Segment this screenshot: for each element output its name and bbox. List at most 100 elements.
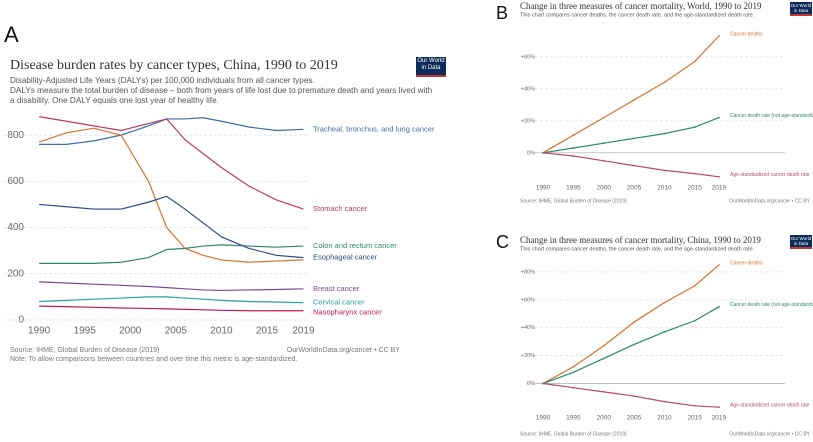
x-tick-label: 1990: [536, 415, 551, 422]
y-tick-label: +60%: [521, 297, 535, 303]
point: [718, 264, 720, 266]
point: [572, 386, 575, 389]
point: [633, 343, 635, 346]
point: [718, 406, 720, 409]
series-label: Age-standardized cancer death rate: [730, 403, 810, 409]
point: [633, 395, 635, 397]
x-tick-label: 1990: [28, 326, 51, 337]
series-label: Esophageal cancer: [313, 253, 378, 262]
series-label: Cervical cancer: [313, 298, 365, 307]
logo-text: Our World in Data: [790, 2, 812, 16]
chart-subtitle: Disability-Adjusted Life Years (DALYs) p…: [10, 76, 315, 85]
y-tick-label: +20%: [521, 353, 535, 359]
chart-subtitle: DALYs measure the total burden of diseas…: [10, 86, 433, 95]
point: [693, 404, 696, 407]
url: OurWorldInData.org/cancer • CC BY: [729, 198, 811, 204]
x-tick-label: 2010: [657, 415, 672, 422]
x-tick-label: 2000: [596, 415, 611, 422]
series-line: [39, 296, 304, 304]
point: [633, 137, 635, 140]
point: [602, 116, 605, 119]
x-tick-label: 2010: [657, 185, 672, 192]
series-line: [39, 244, 304, 264]
point: [718, 116, 720, 119]
point: [693, 319, 696, 322]
point: [693, 284, 696, 287]
point: [572, 147, 575, 149]
point: [718, 305, 720, 308]
chart-subtitle: This chart compares cancer deaths, the c…: [520, 247, 755, 253]
logo: Our World in Data: [790, 235, 812, 249]
y-tick-label: +80%: [521, 269, 535, 275]
series-label: Cancer deaths: [730, 31, 763, 37]
point: [572, 365, 575, 368]
series-label: Tracheal, bronchus, and lung cancer: [313, 124, 435, 133]
point: [602, 344, 605, 347]
logo: Our World in Data: [416, 57, 446, 77]
point: [663, 331, 666, 333]
point: [602, 142, 605, 145]
point: [633, 99, 635, 101]
x-tick-label: 1995: [566, 415, 581, 422]
logo: Our World in Data: [790, 2, 812, 16]
x-tick-label: 2000: [596, 185, 611, 192]
series-line: [39, 195, 304, 259]
y-tick-label: +60%: [521, 54, 535, 60]
series-line: [542, 306, 720, 385]
series-line: [543, 152, 720, 178]
y-tick-label: 0%: [527, 150, 535, 156]
y-tick-label: +40%: [521, 86, 535, 92]
chart-subtitle: a disability. One DALY equals one lost y…: [10, 96, 219, 105]
note: Note: To allow comparisons between count…: [10, 356, 297, 363]
y-tick-label: +20%: [521, 118, 535, 124]
series-label: Stomach cancer: [313, 204, 368, 213]
point: [663, 400, 666, 403]
panel-letter: C: [496, 232, 509, 252]
point: [718, 35, 720, 37]
x-tick-label: 2019: [712, 185, 727, 192]
chart-subtitle: This chart compares cancer deaths, the c…: [520, 13, 755, 19]
point: [663, 169, 666, 172]
panel-letter: B: [496, 3, 508, 23]
x-tick-label: 2015: [687, 185, 702, 192]
x-tick-label: 2005: [165, 326, 188, 337]
panel-letter: A: [4, 22, 19, 47]
series-label: Cancer death rate (not age-standardized): [730, 302, 813, 308]
series-label: Colon and rectum cancer: [313, 241, 397, 250]
series-label: Cancer deaths: [730, 260, 763, 266]
source: Source: IHME, Global Burden of Disease (…: [520, 198, 627, 204]
series-line: [542, 117, 720, 154]
x-tick-label: 1995: [566, 185, 581, 192]
series-line: [39, 117, 304, 145]
series-label: Age-standardized cancer death rate: [730, 172, 810, 178]
point: [693, 126, 696, 129]
source: Source: IHME, Global Burden of Disease (…: [10, 347, 159, 354]
series-line: [542, 264, 720, 385]
point: [602, 390, 605, 393]
x-tick-label: 1990: [536, 185, 551, 192]
point: [602, 357, 605, 360]
x-tick-label: 2000: [119, 326, 142, 337]
point: [693, 172, 696, 175]
x-tick-label: 2015: [687, 415, 702, 422]
url: OurWorldInData.org/cancer • CC BY: [287, 347, 401, 354]
x-tick-label: 2019: [712, 415, 727, 422]
chart-title: Change in three measures of cancer morta…: [520, 235, 761, 245]
point: [572, 371, 575, 374]
y-tick-label: +40%: [521, 325, 535, 331]
chart-title: Disease burden rates by cancer types, Ch…: [10, 58, 338, 73]
series-line: [38, 127, 304, 263]
point: [693, 60, 696, 63]
point: [633, 321, 635, 324]
x-tick-label: 2010: [210, 326, 233, 337]
point: [572, 155, 575, 157]
logo-text: Our World in Data: [416, 57, 446, 77]
point: [633, 164, 635, 167]
x-tick-label: 1995: [74, 326, 97, 337]
series-label: Nasopharynx cancer: [313, 307, 382, 316]
y-tick-label: 0%: [527, 381, 535, 387]
point: [572, 134, 575, 137]
source: Source: IHME, Global Burden of Disease (…: [520, 431, 627, 437]
series-label: Breast cancer: [313, 284, 360, 293]
